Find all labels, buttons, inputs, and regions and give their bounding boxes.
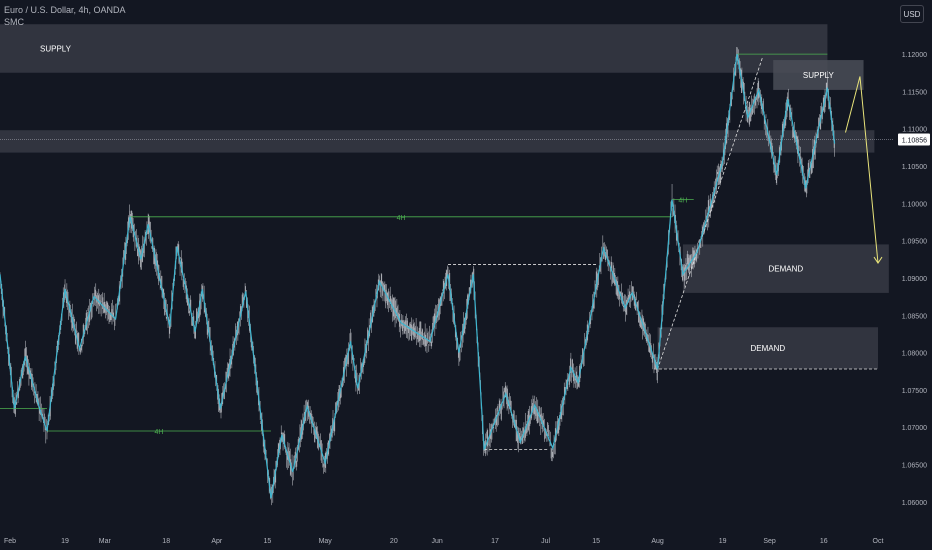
- zone-label: SUPPLY: [803, 71, 835, 80]
- zones-layer: [0, 24, 889, 370]
- price-axis-bg: [893, 0, 932, 550]
- symbol-title: Euro / U.S. Dollar, 4h, OANDA: [4, 5, 126, 15]
- x-tick-label: 20: [390, 538, 398, 545]
- y-tick-label: 1.07500: [902, 388, 927, 395]
- x-tick-label: Jul: [541, 538, 550, 545]
- projection-path: [844, 76, 879, 264]
- x-tick-label: 18: [162, 538, 170, 545]
- y-tick-label: 1.11000: [902, 127, 927, 134]
- structure-label: 4H: [397, 215, 406, 222]
- x-tick-label: 17: [491, 538, 499, 545]
- zone-box: [0, 130, 875, 153]
- zone-box: [773, 60, 864, 90]
- x-tick-label: Sep: [763, 538, 776, 545]
- x-tick-label: May: [319, 538, 333, 545]
- zone-label: DEMAND: [750, 344, 785, 353]
- x-tick-label: Aug: [651, 538, 664, 545]
- time-axis-bg: [0, 528, 932, 550]
- y-tick-label: 1.12000: [902, 52, 927, 59]
- y-tick-label: 1.10500: [902, 164, 927, 171]
- indicator-name[interactable]: SMC: [4, 17, 24, 27]
- levels-layer: 4H 4H 4H: [0, 53, 893, 451]
- projection-layer: [844, 76, 883, 264]
- current-price-tag: [898, 133, 930, 146]
- projection-arrowhead: [873, 256, 883, 264]
- y-tick-label: 1.09000: [902, 276, 927, 283]
- x-tick-label: 16: [820, 538, 828, 545]
- x-tick-label: Feb: [4, 538, 16, 545]
- zone-box: [0, 24, 828, 73]
- y-tick-label: 1.10000: [902, 201, 927, 208]
- zone-label: SUPPLY: [40, 44, 72, 53]
- price-axis[interactable]: 1.06000 1.06500 1.07000 1.07500 1.08000 1.085…: [893, 0, 932, 550]
- current-price-label: 1.10856: [902, 138, 927, 145]
- zone-box: [682, 244, 889, 293]
- x-tick-label: Apr: [211, 538, 223, 545]
- y-tick-label: 1.06500: [902, 463, 927, 470]
- y-tick-label: 1.08500: [902, 313, 927, 320]
- zone-labels-layer: SUPPLY SUPPLY DEMAND DEMAND: [40, 44, 835, 353]
- swing-layer: [0, 53, 836, 499]
- x-tick-label: 19: [61, 538, 69, 545]
- zone-box: [657, 327, 878, 370]
- x-tick-label: 15: [263, 538, 271, 545]
- y-tick-label: 1.11500: [902, 89, 927, 96]
- x-tick-label: 19: [719, 538, 727, 545]
- time-axis[interactable]: Feb 19 Mar 18 Apr 15 May 20 Jun 17 Jul 15 Aug 19 Sep 16…: [0, 528, 932, 550]
- swing-line: [0, 53, 836, 499]
- y-tick-label: 1.08000: [902, 351, 927, 358]
- y-tick-label: 1.07000: [902, 425, 927, 432]
- x-tick-label: Jun: [432, 538, 443, 545]
- structure-label: 4H: [155, 429, 164, 436]
- currency-button[interactable]: USD: [900, 5, 924, 23]
- structure-label: 4H: [678, 198, 687, 205]
- x-tick-label: Oct: [873, 538, 884, 545]
- zone-label: DEMAND: [769, 265, 804, 274]
- x-tick-label: 15: [592, 538, 600, 545]
- x-tick-label: Mar: [99, 538, 112, 545]
- y-tick-label: 1.09500: [902, 239, 927, 246]
- y-tick-label: 1.06000: [902, 500, 927, 507]
